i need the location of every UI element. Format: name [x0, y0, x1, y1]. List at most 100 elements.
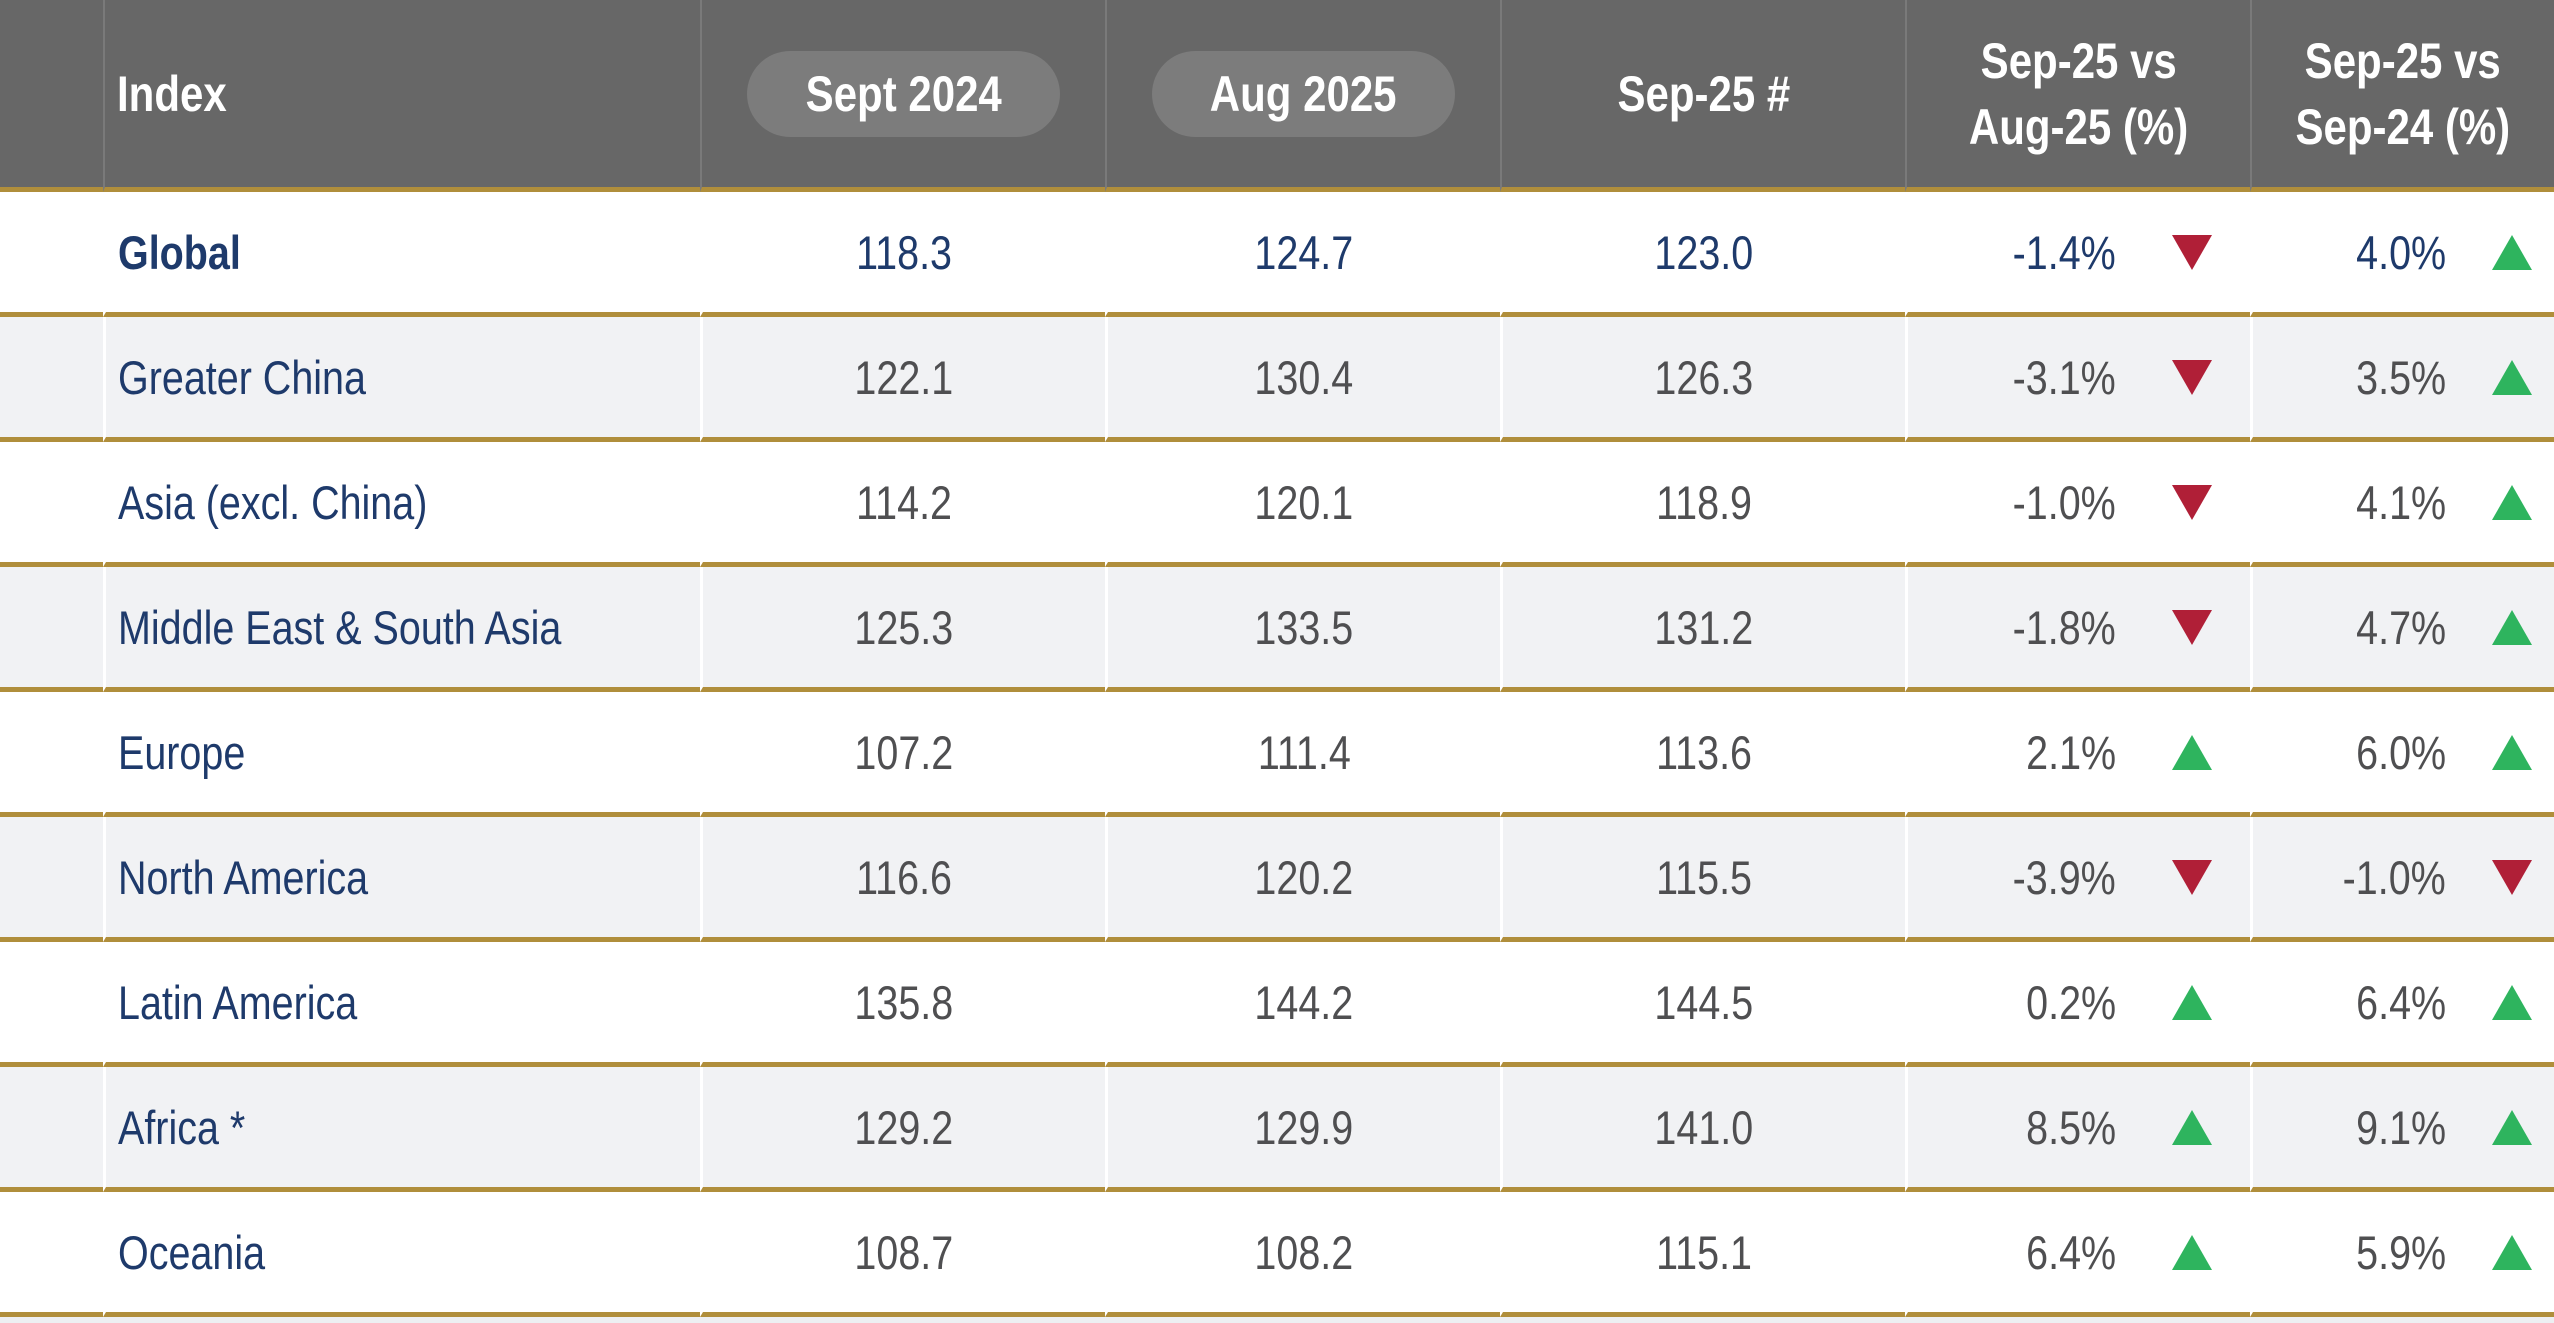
yoy-change-value: -1.0%: [2342, 850, 2446, 904]
aug-2025-value: 129.9: [1254, 1100, 1354, 1154]
triangle-up-icon: [2172, 1234, 2212, 1270]
table-row: Asia (excl. China) 114.2 120.1 118.9 -1.0% 4.…: [0, 442, 2554, 567]
yoy-change-cell: 6.0%: [2250, 692, 2554, 817]
triangle-up-icon: [2492, 1109, 2532, 1145]
aug-2025-value-cell: 124.7: [1105, 192, 1500, 317]
sep-25-value-cell: 115.5: [1500, 817, 1905, 942]
sept-2024-value: 118.3: [856, 225, 952, 279]
column-header-index: Index: [103, 0, 700, 192]
sept-2024-value-cell: 129.2: [700, 1067, 1105, 1192]
mom-change-cell: -1.8%: [1905, 567, 2250, 692]
mom-change-value: 0.2%: [2026, 975, 2116, 1029]
yoy-change-value: 9.1%: [2356, 1100, 2446, 1154]
row-spacer-cell: [0, 1067, 103, 1192]
triangle-down-icon: [2172, 484, 2212, 520]
row-spacer-cell: [0, 317, 103, 442]
table-row: Middle East & South Asia 125.3 133.5 131.2 -…: [0, 567, 2554, 692]
triangle-up-icon: [2492, 609, 2532, 645]
aug-2025-value-cell: 129.9: [1105, 1067, 1500, 1192]
column-header-aug-2025: Aug 2025: [1105, 0, 1500, 192]
sept-2024-value-cell: 107.2: [700, 692, 1105, 817]
region-cell: Global: [103, 192, 700, 317]
yoy-change-cell: 3.5%: [2250, 317, 2554, 442]
table-row: North America 116.6 120.2 115.5 -3.9% -1.0%: [0, 817, 2554, 942]
aug-2025-value: 130.4: [1254, 350, 1354, 404]
region-cell: Greater China: [103, 317, 700, 442]
mom-change-value: -3.1%: [2012, 350, 2116, 404]
region-cell: North America: [103, 817, 700, 942]
row-spacer-cell: [0, 567, 103, 692]
triangle-down-icon: [2172, 609, 2212, 645]
table-row: Europe 107.2 111.4 113.6 2.1% 6.0%: [0, 692, 2554, 817]
aug-2025-value-cell: 120.2: [1105, 817, 1500, 942]
region-label: Middle East & South Asia: [118, 600, 562, 654]
aug-2025-value: 144.2: [1254, 975, 1354, 1029]
mom-change-cell: -1.0%: [1905, 442, 2250, 567]
aug-2025-value-cell: 120.1: [1105, 442, 1500, 567]
region-cell: Oceania: [103, 1192, 700, 1317]
triangle-down-icon: [2492, 859, 2532, 895]
mom-change-value: -1.4%: [2012, 225, 2116, 279]
sept-2024-value-cell: 125.3: [700, 567, 1105, 692]
sep-25-value-cell: 123.0: [1500, 192, 1905, 317]
sep-25-value: 141.0: [1654, 1100, 1754, 1154]
mom-change-value: -1.8%: [2012, 600, 2116, 654]
region-label: Oceania: [118, 1225, 266, 1279]
triangle-down-icon: [2172, 234, 2212, 270]
triangle-up-icon: [2172, 1109, 2212, 1145]
region-label: Africa *: [118, 1100, 246, 1154]
region-cell: Asia (excl. China): [103, 442, 700, 567]
yoy-change-cell: 4.7%: [2250, 567, 2554, 692]
sep-25-value: 144.5: [1654, 975, 1754, 1029]
sep-25-value: 126.3: [1654, 350, 1754, 404]
yoy-change-cell: 9.1%: [2250, 1067, 2554, 1192]
yoy-change-value: 4.0%: [2356, 225, 2446, 279]
aug-2025-value-cell: 130.4: [1105, 317, 1500, 442]
table-row: Oceania 108.7 108.2 115.1 6.4% 5.9%: [0, 1192, 2554, 1317]
mom-change-cell: -3.9%: [1905, 817, 2250, 942]
aug-2025-value-cell: 144.2: [1105, 942, 1500, 1067]
sep-25-value: 118.9: [1656, 475, 1752, 529]
sep-25-value: 131.2: [1654, 600, 1754, 654]
sep-25-value-cell: 113.6: [1500, 692, 1905, 817]
column-header-aug-2025-label: Aug 2025: [1210, 65, 1397, 122]
mom-change-cell: 8.5%: [1905, 1067, 2250, 1192]
region-cell: Middle East & South Asia: [103, 567, 700, 692]
column-header-sep-25-label: Sep-25 #: [1617, 65, 1790, 122]
region-label: Latin America: [118, 975, 358, 1029]
triangle-up-icon: [2492, 734, 2532, 770]
column-header-vs-sep-24: Sep-25 vs Sep-24 (%): [2250, 0, 2554, 192]
sept-2024-value-cell: 108.7: [700, 1192, 1105, 1317]
yoy-change-cell: -1.0%: [2250, 817, 2554, 942]
aug-2025-value-cell: 133.5: [1105, 567, 1500, 692]
aug-2025-value: 111.4: [1257, 725, 1351, 779]
sep-25-value-cell: 131.2: [1500, 567, 1905, 692]
sep-25-value-cell: 115.1: [1500, 1192, 1905, 1317]
sept-2024-value: 116.6: [856, 850, 952, 904]
aug-2025-value: 124.7: [1254, 225, 1354, 279]
sept-2024-value: 108.7: [854, 1225, 954, 1279]
table-row: Greater China 122.1 130.4 126.3 -3.1% 3.5%: [0, 317, 2554, 442]
region-label: Greater China: [118, 350, 366, 404]
triangle-up-icon: [2492, 234, 2532, 270]
aug-2025-value-cell: 111.4: [1105, 692, 1500, 817]
yoy-change-cell: 6.4%: [2250, 942, 2554, 1067]
triangle-down-icon: [2172, 359, 2212, 395]
mom-change-cell: 6.4%: [1905, 1192, 2250, 1317]
yoy-change-cell: 5.9%: [2250, 1192, 2554, 1317]
aug-2025-value: 108.2: [1254, 1225, 1354, 1279]
mom-change-cell: 0.2%: [1905, 942, 2250, 1067]
table-row: Africa * 129.2 129.9 141.0 8.5% 9.1%: [0, 1067, 2554, 1192]
sept-2024-value-cell: 118.3: [700, 192, 1105, 317]
mom-change-cell: -3.1%: [1905, 317, 2250, 442]
mom-change-value: 8.5%: [2026, 1100, 2116, 1154]
sept-2024-value: 114.2: [856, 475, 952, 529]
column-header-vs-sep-24-line1: Sep-25 vs: [2304, 32, 2502, 89]
table-row: Global 118.3 124.7 123.0 -1.4% 4.0%: [0, 192, 2554, 317]
region-cell: Africa *: [103, 1067, 700, 1192]
triangle-up-icon: [2492, 484, 2532, 520]
mom-change-value: 2.1%: [2026, 725, 2116, 779]
sep-25-value: 115.1: [1656, 1225, 1752, 1279]
mom-change-cell: -1.4%: [1905, 192, 2250, 317]
